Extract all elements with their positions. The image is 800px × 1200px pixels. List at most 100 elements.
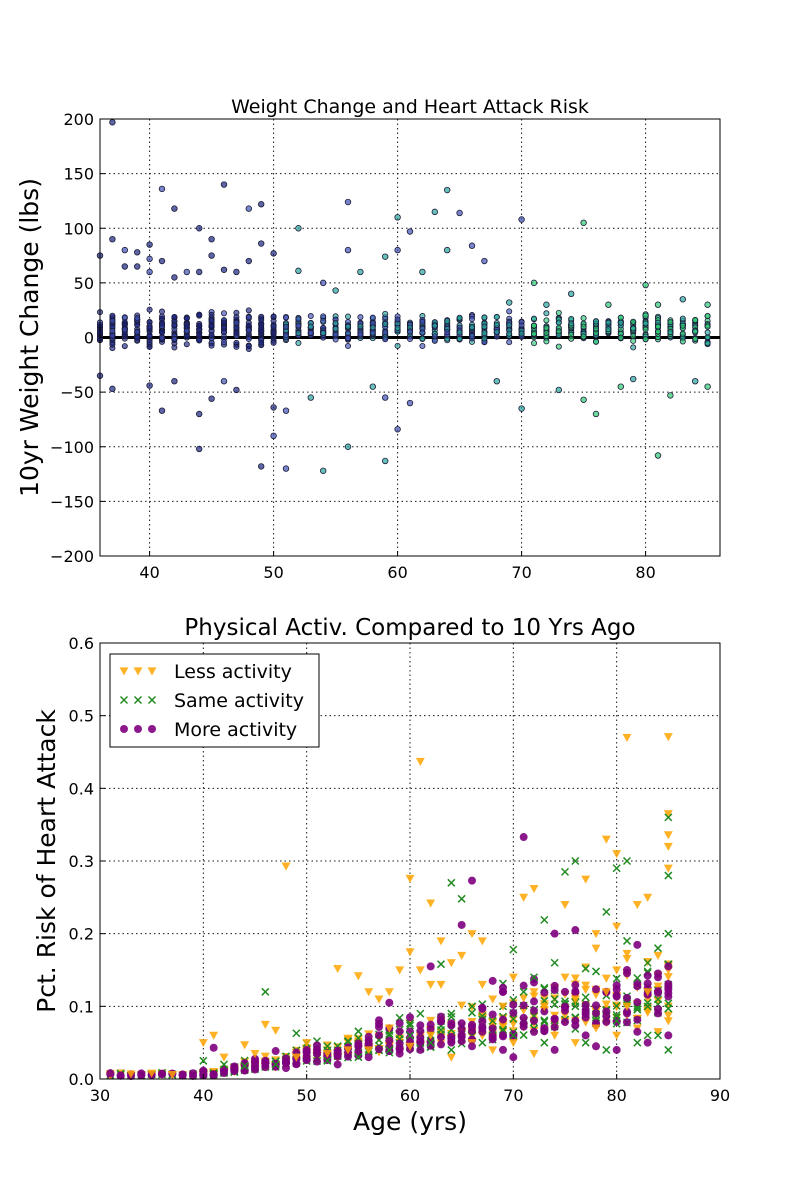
band-point [617,319,624,326]
band-point [295,322,302,329]
data-point [295,225,302,232]
band-point [481,330,488,337]
band-point [493,321,500,328]
legend-entry: Less activity [119,661,292,683]
data-point-series-2 [664,813,673,822]
data-point-series-1 [663,1017,673,1026]
data-point [444,186,451,194]
band-point [679,322,686,329]
band-point [642,320,649,327]
data-point [295,267,302,275]
band-point [109,312,116,319]
y-tick-label: 50 [74,274,94,293]
cloud-point-2 [612,974,621,983]
cloud-point-3 [623,1009,631,1018]
data-point [121,246,128,254]
band-point [270,323,277,330]
data-point-series-3 [499,1045,507,1054]
band-point [109,317,116,324]
data-point-series-1 [498,1002,508,1011]
band-point [679,330,686,337]
data-point-series-2 [653,944,663,953]
data-point-series-2 [354,1053,363,1062]
data-point [208,252,215,259]
band-point [208,342,215,349]
data-point-series-3 [447,1038,456,1047]
data-point [183,268,190,276]
data-point [642,281,649,289]
chart-weight-change: 40 50 60 70 80 −200 −150 −100 −50 0 50 100 150 200 W… [15,96,721,582]
data-point-series-1 [653,1028,663,1037]
data-point-series-2 [550,958,559,967]
data-point-series-1 [539,1002,549,1011]
band-point [468,333,475,340]
cloud-point-3 [519,1013,528,1022]
y-axis-label: 10yr Weight Change (lbs) [15,178,44,497]
cloud-point-3 [313,1057,321,1066]
band-point [332,336,339,343]
y-tick-label: −150 [50,492,94,511]
band-point [270,313,277,320]
band-point [406,328,413,335]
band-point [704,329,711,336]
cloud-point-3 [375,1023,383,1032]
band-point [382,336,389,343]
band-point [382,329,389,336]
band-point [245,307,252,314]
data-point [357,268,364,276]
data-point-series-1 [405,1042,415,1051]
band-point [245,314,252,321]
data-point [431,208,438,216]
cloud-point-2 [519,1031,528,1040]
data-points [96,119,711,474]
band-point [183,327,190,334]
cloud-point-3 [375,1031,383,1040]
band-point [456,335,463,342]
data-point-series-3 [468,876,476,885]
band-point [543,329,550,336]
data-point [344,443,352,450]
cloud-point-3 [602,1007,611,1016]
data-point-series-1 [364,988,374,997]
cloud-point-3 [530,1006,538,1015]
legend-marker [120,725,128,733]
y-tick-label: 100 [63,219,94,238]
band-point [431,322,438,329]
band-point [518,322,525,329]
y-tick-label: 0.0 [69,1070,94,1089]
data-point [109,235,116,243]
data-point [468,242,476,249]
y-tick-label: 0.5 [69,707,94,726]
data-point-series-1 [405,948,415,957]
band-point [357,323,364,330]
data-point-series-3 [592,1042,600,1051]
band-point [233,314,240,321]
data-point-series-2 [571,1002,580,1011]
x-tick-label: 80 [606,1086,626,1105]
cloud-point-2 [405,1019,415,1028]
cloud-point-3 [354,1041,363,1050]
band-point [444,317,451,324]
data-point-series-1 [529,988,539,997]
y-tick-label: 0.3 [69,852,94,871]
cloud-point-3 [116,1071,125,1080]
data-point-series-3 [137,1070,146,1079]
cloud-point-3 [550,981,559,990]
data-point-series-3 [550,1045,559,1054]
data-point-series-2 [478,1038,487,1047]
cloud-point-2 [581,993,590,1002]
cloud-point-3 [209,1070,218,1079]
cloud-point-3 [571,988,580,997]
data-point-series-1 [488,1046,498,1055]
cloud-point-3 [623,993,631,1002]
cloud-point-2 [550,995,559,1004]
band-point [667,329,674,336]
cloud-point-3 [240,1066,249,1075]
cloud-point-1 [539,994,549,1003]
x-tick-labels: 40 50 60 70 80 [139,551,656,582]
data-point-series-1 [519,893,529,902]
band-point [630,344,637,351]
data-point-series-3 [282,1064,290,1073]
data-point-series-1 [415,966,425,975]
data-point-series-2 [633,1038,642,1047]
